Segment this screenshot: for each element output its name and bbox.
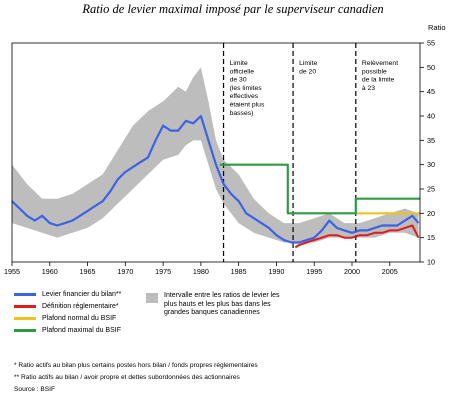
annotation-line: de 20 [299,68,316,75]
chart-title: Ratio de levier maximal imposé par le su… [82,2,384,16]
legend-swatch-blue [14,292,36,296]
annotation-line: possible [362,68,387,75]
legend-item-normal-cap: Plafond normal du BSIF [14,315,116,324]
y-tick-label: 55 [427,39,435,48]
x-tick-label: 1965 [80,267,96,276]
legend-swatch-gray [146,293,158,303]
legend-label: Plafond normal du BSIF [42,315,117,322]
y-tick-label: 50 [427,63,435,72]
source-note: Source : BSIF [14,386,56,393]
annotation-line: étaient plus [230,102,265,109]
y-tick-label: 40 [427,112,435,121]
annotation-line: effectives [230,93,259,100]
y-tick-label: 30 [427,160,435,169]
x-tick-label: 2000 [344,267,360,276]
regime-annotation: Limite de 20 [299,60,317,75]
x-tick-label: 1960 [42,267,58,276]
annotation-line: de la limite [362,77,395,84]
x-tick-label: 1955 [4,267,20,276]
x-tick-label: 1995 [306,267,322,276]
annotations-layer: Limite officielle de 30 (les limites effecti… [230,60,399,117]
axes-layer: 1955 1960 1965 1970 1975 1980 1985 1990 1995 2000… [4,39,435,277]
annotation-line: Limite [299,60,317,67]
legend-label: Définition réglementaire* [42,303,119,310]
legend-item-balance-sheet-leverage: Levier financier du bilan** [14,291,121,300]
x-tick-label: 1970 [117,267,133,276]
y-tick-label: 25 [427,185,435,194]
footnote-1: * Ratio actifs au bilan plus certains po… [14,362,258,369]
legend-band-label: Intervalle entre les ratios de levier le… [164,292,280,316]
legend-item-regulatory-definition: Définition réglementaire* [14,303,119,312]
y-tick-label: 10 [427,258,435,267]
annotation-line: Limite [230,60,248,67]
legend-swatch-red [14,304,36,308]
legend-swatch-green [14,328,36,332]
annotation-line: basses) [230,110,254,117]
regime-annotation: Limite officielle de 30 (les limites effecti… [230,60,265,117]
series-line-0 [11,114,420,244]
plot-frame [11,42,421,263]
legend-item-maximum-cap: Plafond maximal du BSIF [14,327,121,336]
annotation-line: Relèvement [362,60,398,67]
legend-label: Plafond maximal du BSIF [42,327,121,334]
annotation-line: (les limites [230,85,263,92]
x-tick-label: 1975 [155,267,171,276]
vertical-lines-layer [222,43,357,262]
x-tick-label: 1985 [231,267,247,276]
series-line-3 [219,163,420,215]
x-tick-label: 1990 [268,267,284,276]
y-tick-label: 45 [427,87,435,96]
legend-swatch-yellow [14,316,36,320]
y-tick-label: 20 [427,209,435,218]
range-band [12,67,419,243]
annotation-line: de 30 [230,77,247,84]
series-layer [11,114,420,249]
y-axis-label: Ratio [428,23,446,32]
regime-annotation: Relèvement possible de la limite à 23 [362,60,398,92]
footnote-2: ** Ratio actifs au bilan / avoir propre … [14,374,240,381]
band-layer [12,67,419,243]
y-tick-label: 35 [427,136,435,145]
annotation-line: officielle [230,68,255,75]
y-tick-label: 15 [427,233,435,242]
legend-label: Levier financier du bilan** [42,291,122,298]
x-tick-label: 1980 [193,267,209,276]
x-tick-label: 2005 [382,267,398,276]
annotation-line: à 23 [362,85,375,92]
series-line-1 [294,224,420,249]
